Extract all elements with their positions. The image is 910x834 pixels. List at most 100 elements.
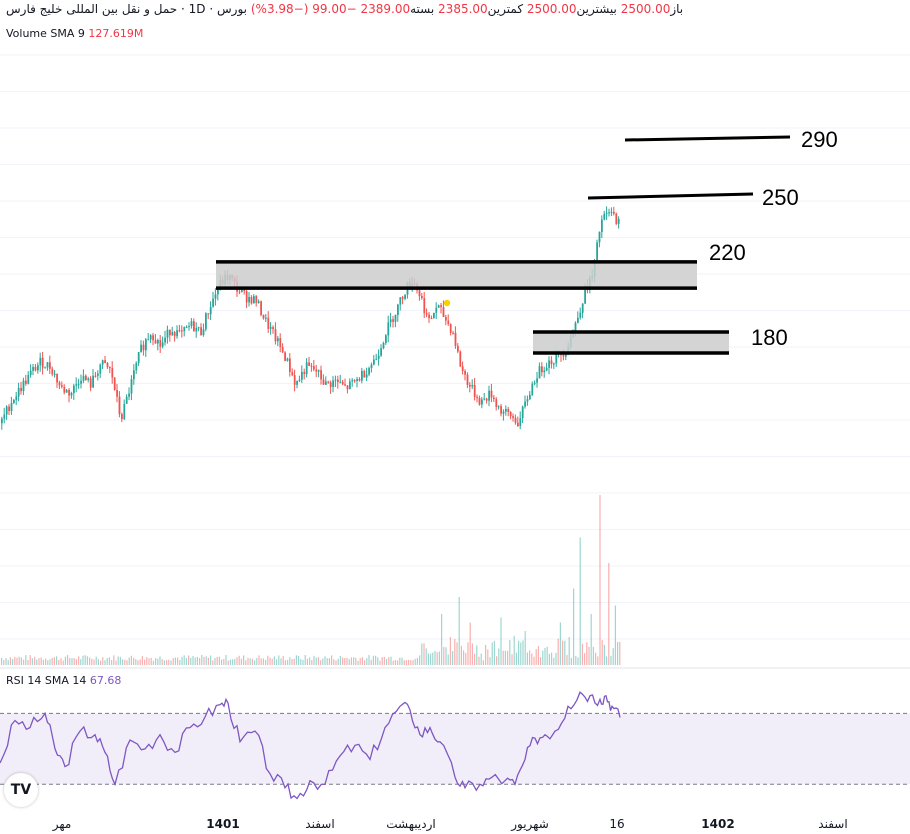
volume-bar bbox=[124, 659, 126, 665]
volume-bar bbox=[150, 657, 152, 665]
drawings[interactable]: 290 250 220 180 bbox=[216, 127, 838, 355]
candle-body bbox=[159, 340, 162, 347]
candle-body bbox=[10, 402, 13, 411]
candle-body bbox=[447, 320, 450, 324]
candle-body bbox=[452, 332, 454, 334]
candle-body bbox=[399, 297, 402, 305]
candle-body bbox=[581, 303, 584, 313]
volume-bar bbox=[223, 658, 225, 665]
candle-body bbox=[445, 317, 447, 321]
volume-bar bbox=[51, 657, 53, 665]
candle-body bbox=[104, 360, 106, 364]
candle-body bbox=[373, 359, 375, 365]
volume-bar bbox=[432, 652, 434, 665]
candle-body bbox=[133, 370, 135, 380]
volume-label: Volume SMA 9 bbox=[6, 27, 85, 40]
volume-bar bbox=[590, 614, 592, 665]
candle-body bbox=[397, 304, 399, 316]
candle-body bbox=[361, 370, 363, 381]
volume-bar bbox=[597, 656, 599, 665]
volume-bar bbox=[372, 655, 374, 665]
sep-2: · bbox=[181, 2, 185, 16]
volume-bar bbox=[256, 658, 258, 665]
volume-bar bbox=[394, 660, 396, 665]
candle-body bbox=[171, 332, 174, 336]
volume-bar bbox=[212, 660, 214, 665]
volume-bar bbox=[196, 656, 198, 665]
candle-body bbox=[380, 348, 382, 356]
volume-bar bbox=[584, 653, 586, 665]
candle-body bbox=[545, 367, 548, 371]
candle-body bbox=[553, 363, 555, 365]
volume-bar bbox=[421, 643, 423, 665]
candle-body bbox=[181, 330, 183, 332]
volume-bar bbox=[73, 658, 75, 665]
candle-body bbox=[440, 305, 442, 308]
volume-bar bbox=[93, 659, 95, 665]
volume-bar bbox=[137, 660, 139, 665]
volume-bar bbox=[161, 659, 163, 665]
volume-bar bbox=[306, 658, 308, 665]
volume-bar bbox=[262, 658, 264, 665]
candle-body bbox=[598, 231, 601, 243]
volume-bar bbox=[617, 641, 619, 665]
candle-body bbox=[274, 329, 277, 342]
candle-body bbox=[339, 381, 342, 383]
candle-body bbox=[200, 327, 202, 336]
volume-bar bbox=[423, 643, 425, 665]
volume-bar bbox=[544, 647, 546, 665]
candle-body bbox=[478, 398, 481, 405]
candle-body bbox=[320, 370, 322, 380]
volume-bar bbox=[471, 643, 473, 665]
candle-body bbox=[63, 386, 66, 393]
candle-body bbox=[116, 390, 118, 397]
resistance-zone bbox=[216, 260, 697, 290]
volume-bar bbox=[491, 642, 493, 665]
volume-bar bbox=[564, 640, 566, 665]
candle-body bbox=[41, 357, 44, 368]
volume-bar bbox=[284, 660, 286, 665]
candle-body bbox=[195, 327, 198, 332]
volume-bar bbox=[148, 658, 150, 665]
volume-bar bbox=[210, 655, 212, 665]
volume-bar bbox=[78, 656, 80, 665]
volume-bar bbox=[381, 657, 383, 665]
volume-bar bbox=[60, 658, 62, 665]
tradingview-logo-icon[interactable]: TV bbox=[4, 773, 38, 807]
candle-body bbox=[68, 389, 70, 396]
candle-body bbox=[334, 379, 337, 381]
candle-body bbox=[293, 375, 296, 385]
candle-body bbox=[152, 335, 154, 341]
volume-bar bbox=[128, 657, 130, 665]
volume-bar bbox=[25, 655, 27, 665]
candle-body bbox=[80, 380, 82, 384]
candle-body bbox=[92, 375, 94, 388]
volume-bar bbox=[42, 659, 44, 665]
candle-body bbox=[205, 313, 207, 330]
candle-body bbox=[27, 374, 30, 384]
volume-bar bbox=[67, 655, 69, 665]
candle-body bbox=[190, 321, 193, 327]
candle-body bbox=[277, 338, 279, 342]
candle-body bbox=[217, 289, 219, 295]
dividend-marker-icon bbox=[443, 299, 451, 307]
volume-bar bbox=[487, 649, 489, 665]
candle-body bbox=[418, 290, 421, 297]
volume-bar bbox=[1, 657, 3, 665]
resistance-zone-fill bbox=[216, 261, 697, 289]
candle-body bbox=[543, 370, 546, 373]
rsi-legend[interactable]: RSI 14 SMA 14 67.68 bbox=[6, 674, 121, 687]
x-tick-label: ارديبهشت bbox=[386, 817, 435, 832]
volume-bar bbox=[177, 657, 179, 665]
candle-body bbox=[608, 212, 610, 214]
volume-legend[interactable]: Volume SMA 9 127.619M bbox=[6, 27, 143, 40]
candle-body bbox=[265, 317, 267, 319]
volume-bar bbox=[139, 659, 141, 665]
volume-bar bbox=[225, 655, 227, 665]
volume-bar bbox=[229, 659, 231, 665]
candle-body bbox=[87, 378, 90, 381]
candle-body bbox=[248, 297, 250, 303]
volume-bar bbox=[104, 660, 106, 665]
volume-bar bbox=[245, 660, 247, 665]
